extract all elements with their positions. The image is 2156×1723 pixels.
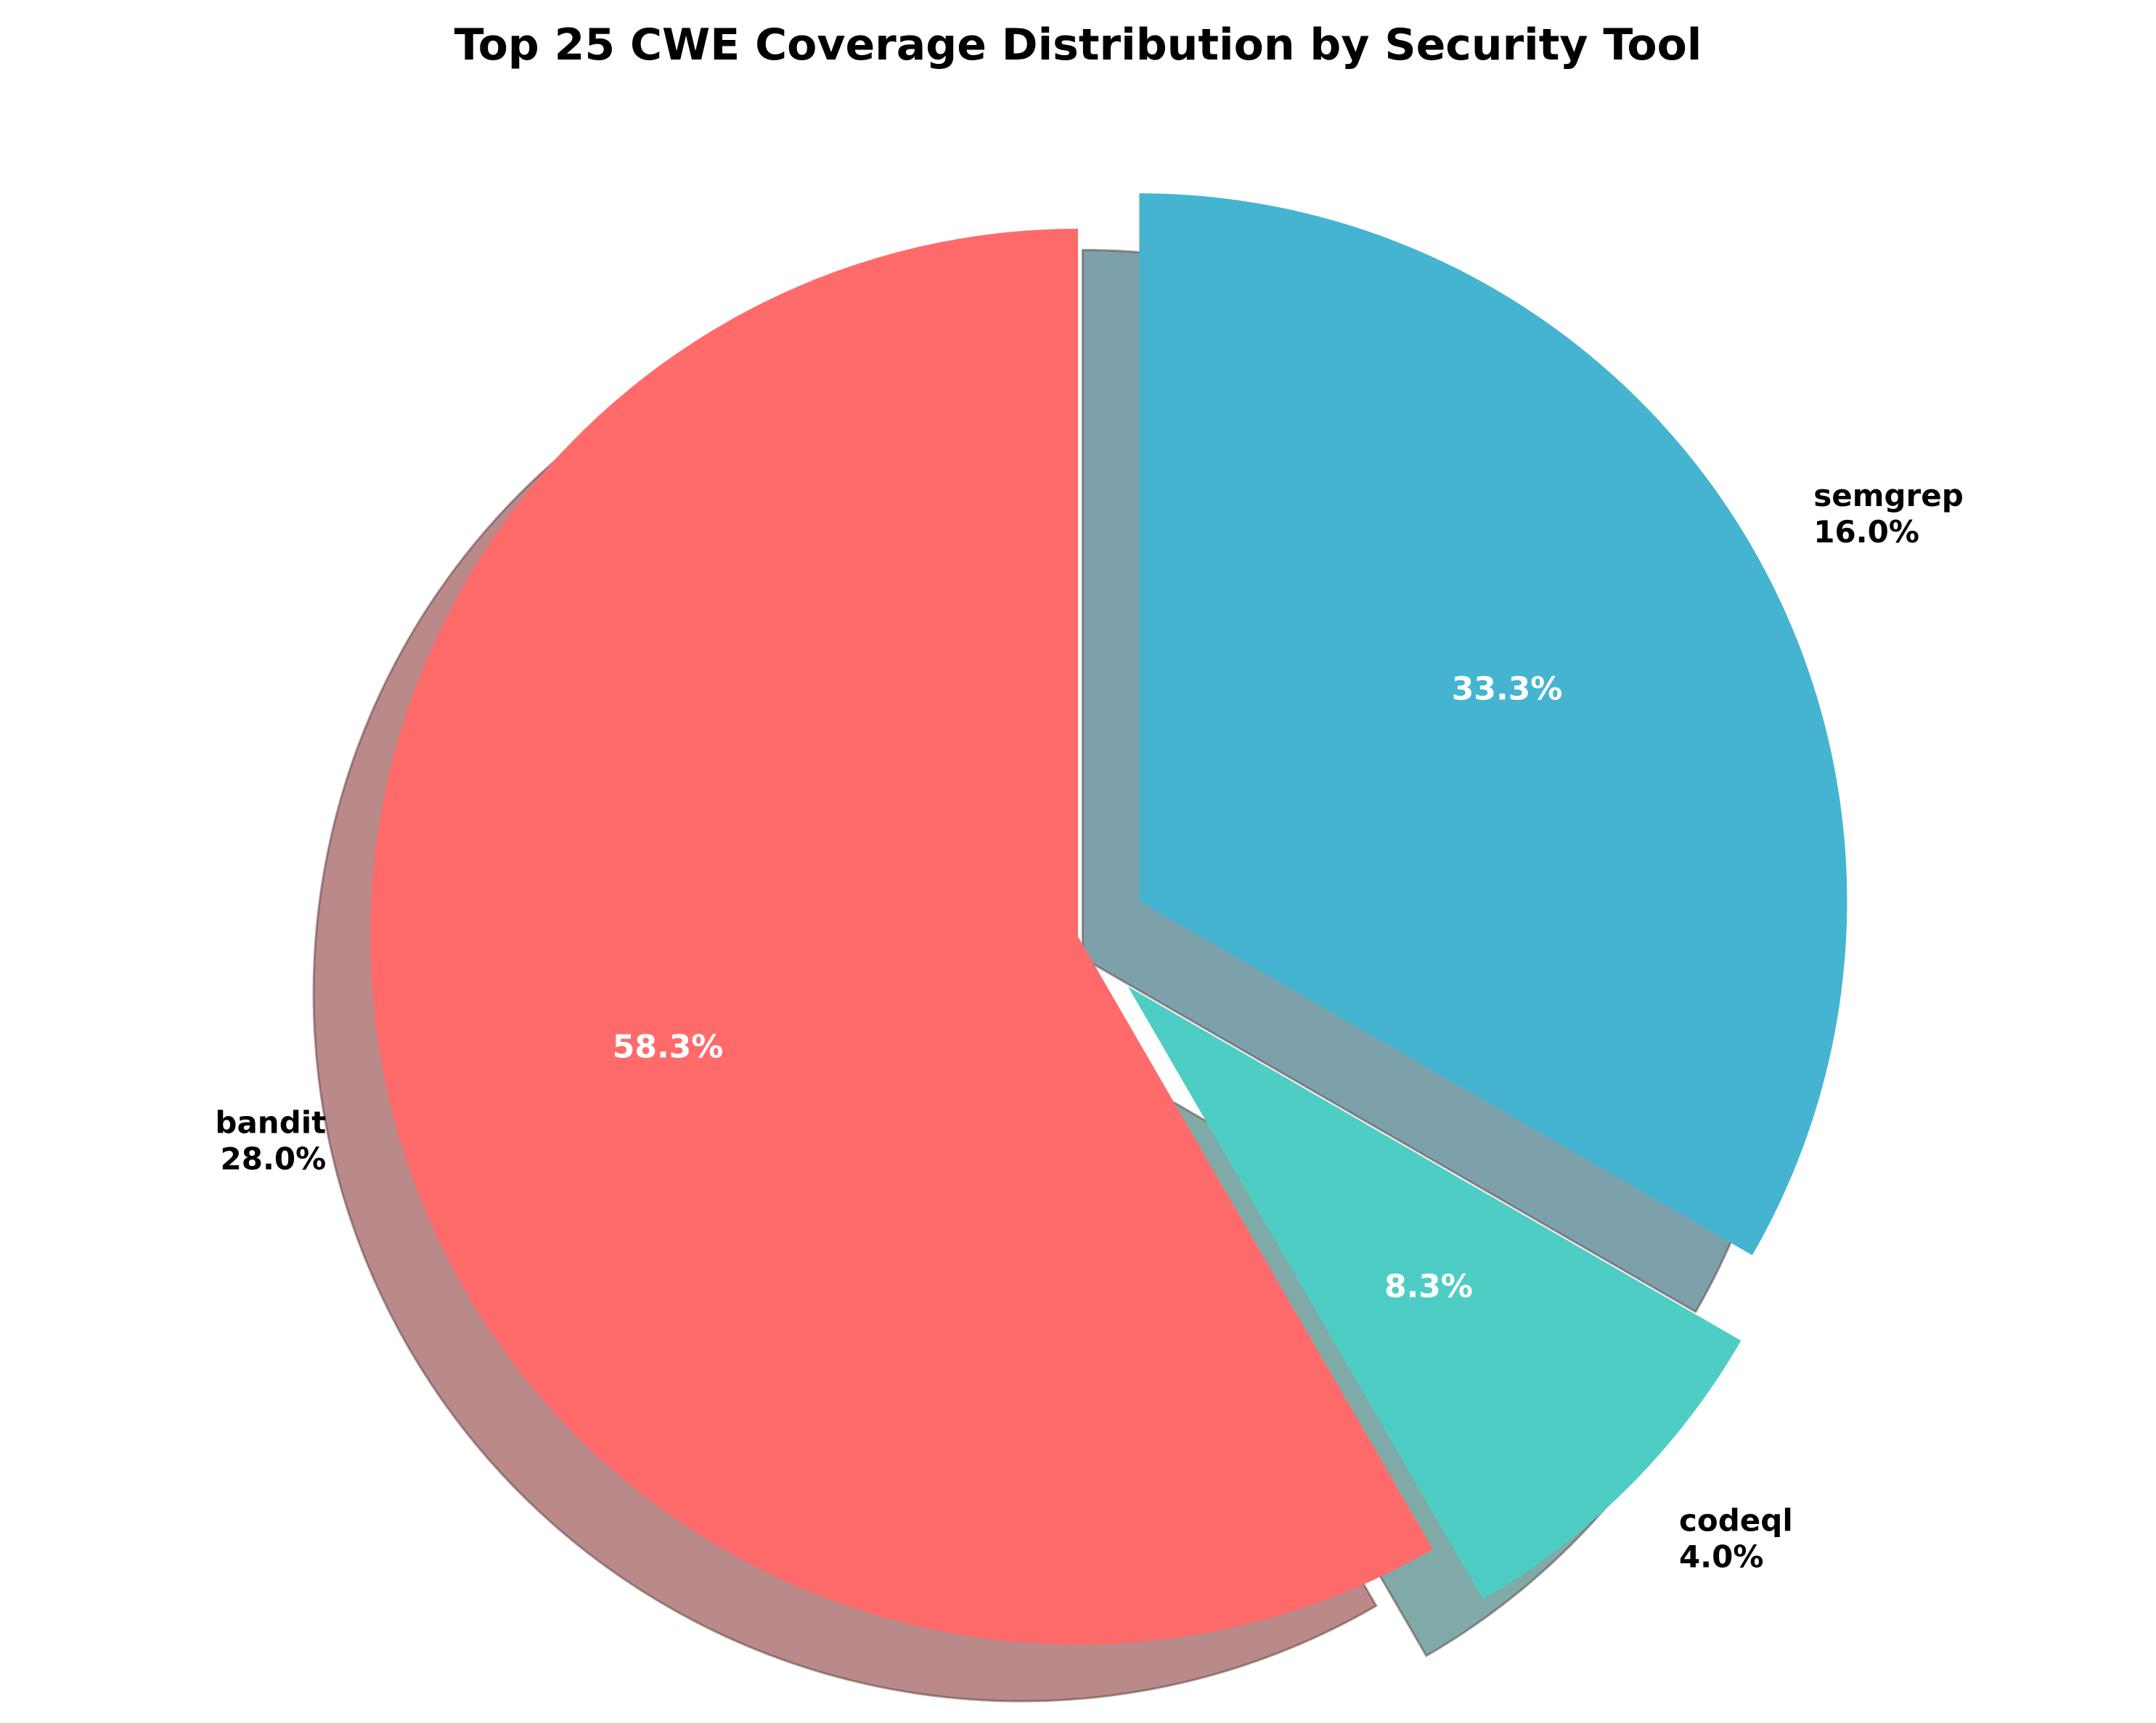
slice-label-semgrep: semgrep [1813, 478, 1964, 513]
slice-label-codeql: codeql [1679, 1503, 1793, 1539]
slice-label-bandit: bandit [215, 1104, 326, 1140]
percent-label-semgrep: 33.3% [1452, 670, 1563, 707]
pie-slice-semgrep [1139, 193, 1847, 1255]
pie-slices [369, 193, 1847, 1645]
coverage-label-codeql: 4.0% [1679, 1539, 1763, 1575]
coverage-label-bandit: 28.0% [221, 1141, 327, 1176]
pie-slice-bandit [369, 229, 1433, 1645]
chart-title: Top 25 CWE Coverage Distribution by Secu… [454, 20, 1702, 70]
coverage-label-semgrep: 16.0% [1813, 514, 1919, 550]
percent-label-codeql: 8.3% [1384, 1268, 1473, 1306]
percent-label-bandit: 58.3% [613, 1028, 724, 1065]
pie-slice-codeql [1127, 986, 1741, 1600]
percent-labels: 58.3% 8.3% 33.3% [613, 670, 1563, 1305]
